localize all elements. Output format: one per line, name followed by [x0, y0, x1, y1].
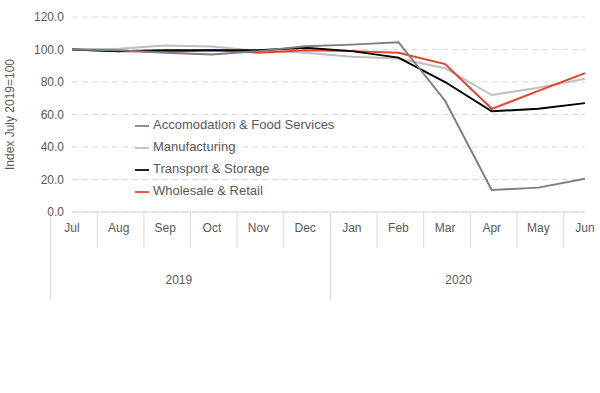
svg-text:0.0: 0.0 — [47, 205, 64, 219]
svg-text:Dec: Dec — [295, 221, 316, 235]
svg-text:Jun: Jun — [575, 221, 592, 235]
html-text:Accomodation & Food Services: Accomodation & Food Services — [153, 117, 335, 132]
svg-text:120.0: 120.0 — [34, 10, 64, 24]
svg-text:Sep: Sep — [155, 221, 177, 235]
svg-text:Oct: Oct — [203, 221, 222, 235]
svg-text:Nov: Nov — [248, 221, 269, 235]
svg-text:80.0: 80.0 — [41, 75, 65, 89]
svg-text:Jul: Jul — [64, 221, 79, 235]
svg-text:100.0: 100.0 — [34, 43, 64, 57]
svg-text:Apr: Apr — [482, 221, 501, 235]
svg-text:2019: 2019 — [166, 273, 193, 287]
svg-text:20.0: 20.0 — [41, 173, 65, 187]
svg-text:Aug: Aug — [108, 221, 129, 235]
html-text:Manufacturing: Manufacturing — [153, 139, 236, 154]
svg-text:May: May — [527, 221, 550, 235]
svg-text:40.0: 40.0 — [41, 140, 65, 154]
svg-text:Mar: Mar — [435, 221, 456, 235]
svg-text:Index July 2019=100: Index July 2019=100 — [8, 59, 17, 170]
svg-text:60.0: 60.0 — [41, 108, 65, 122]
html-text:Wholesale & Retail: Wholesale & Retail — [153, 183, 263, 198]
svg-text:Jan: Jan — [342, 221, 361, 235]
html-text:Transport & Storage: Transport & Storage — [153, 161, 270, 176]
svg-text:2020: 2020 — [445, 273, 472, 287]
svg-text:Feb: Feb — [388, 221, 409, 235]
